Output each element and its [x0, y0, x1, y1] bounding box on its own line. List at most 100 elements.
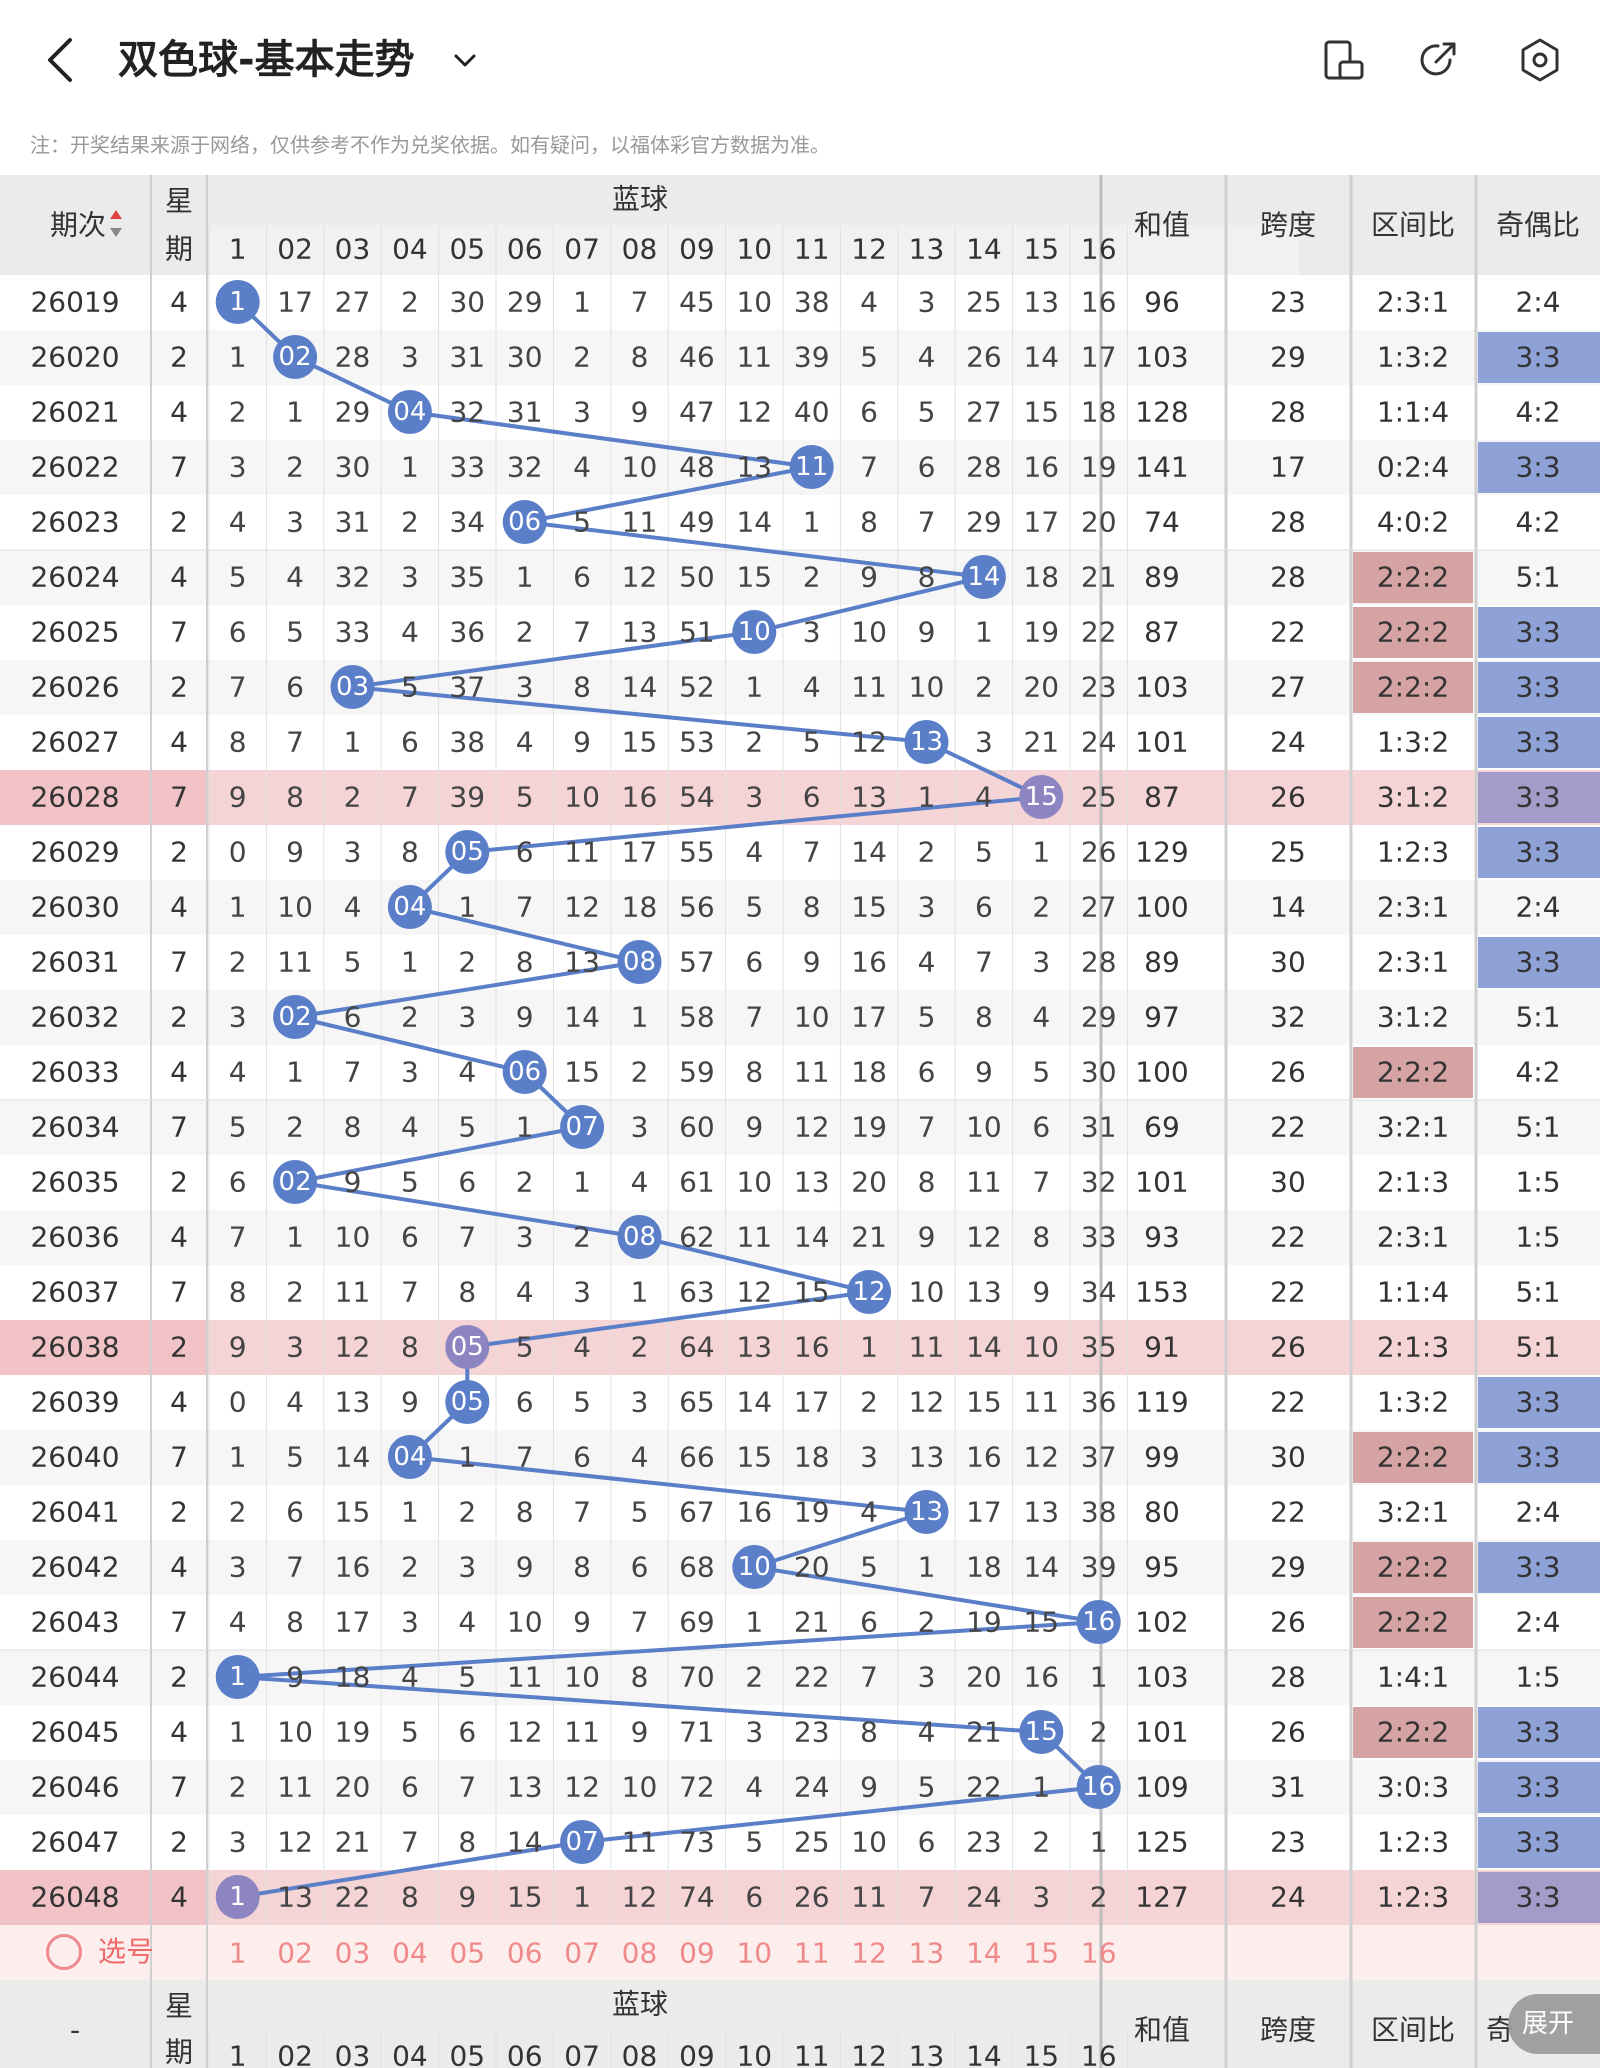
sort-asc-icon[interactable]	[110, 210, 122, 219]
omission-cell: 14	[1023, 1551, 1059, 1584]
omission-cell: 14	[507, 1826, 543, 1859]
omission-cell: 7	[975, 946, 993, 979]
chevron-down-icon[interactable]	[448, 44, 482, 78]
blue-ball-marker	[502, 1050, 547, 1094]
omission-cell: 9	[573, 726, 591, 759]
weekday-cell: 2	[170, 1661, 188, 1694]
pick-number-button[interactable]: 09	[679, 1937, 715, 1970]
pick-number-button[interactable]: 13	[909, 1937, 945, 1970]
blue-ball-marker	[387, 390, 432, 434]
pick-number-button[interactable]: 05	[449, 1937, 485, 1970]
zone-ratio-cell: 2:2:2	[1377, 671, 1449, 704]
omission-cell: 7	[286, 1551, 304, 1584]
omission-cell: 13	[1023, 1496, 1059, 1529]
parity-ratio-cell: 3:3	[1515, 1551, 1560, 1584]
sort-desc-icon[interactable]	[110, 228, 122, 237]
omission-cell: 3	[1032, 946, 1050, 979]
footer-blue-number: 03	[335, 2040, 371, 2068]
omission-cell: 12	[564, 1771, 600, 1804]
parity-ratio-highlight	[1478, 1377, 1600, 1428]
period-cell: 26034	[30, 1111, 119, 1144]
col-header-period[interactable]: 期次	[50, 209, 106, 242]
omission-cell: 2	[229, 946, 247, 979]
omission-cell: 3	[286, 1331, 304, 1364]
pick-number-button[interactable]: 15	[1023, 1937, 1059, 1970]
pick-number-button[interactable]: 06	[507, 1937, 543, 1970]
omission-cell: 15	[507, 1881, 543, 1914]
omission-cell: 5	[573, 1386, 591, 1419]
omission-cell: 11	[851, 1881, 887, 1914]
pick-number-button[interactable]: 02	[277, 1937, 313, 1970]
omission-cell: 3	[975, 726, 993, 759]
share-icon[interactable]	[1414, 36, 1462, 84]
blue-ball-number: 13	[910, 727, 943, 757]
omission-cell: 9	[860, 561, 878, 594]
blue-ball-marker	[215, 280, 260, 324]
omission-cell: 2	[1090, 1716, 1108, 1749]
blue-ball-number: 16	[1082, 1607, 1115, 1637]
omission-cell: 14	[966, 1331, 1002, 1364]
pick-number-button[interactable]: 1	[229, 1937, 247, 1970]
omission-cell: 29	[966, 506, 1002, 539]
span-cell: 22	[1270, 1221, 1306, 1254]
omission-cell: 4	[975, 781, 993, 814]
weekday-cell: 7	[170, 1111, 188, 1144]
omission-cell: 7	[401, 1276, 419, 1309]
period-cell: 26027	[30, 726, 119, 759]
omission-cell: 6	[918, 1056, 936, 1089]
omission-cell: 28	[966, 451, 1002, 484]
weekday-cell: 7	[170, 616, 188, 649]
omission-cell: 5	[745, 1826, 763, 1859]
omission-cell: 6	[745, 1881, 763, 1914]
omission-cell: 3	[573, 396, 591, 429]
span-cell: 26	[1270, 1606, 1306, 1639]
pick-number-button[interactable]: 07	[564, 1937, 600, 1970]
select-number-radio[interactable]	[46, 1934, 82, 1970]
blue-ball-marker	[847, 1270, 892, 1314]
blue-ball-number: 14	[967, 562, 1000, 592]
omission-cell: 15	[564, 1056, 600, 1089]
pick-number-button[interactable]: 08	[622, 1937, 658, 1970]
omission-cell: 5	[975, 836, 993, 869]
omission-cell: 9	[631, 1716, 649, 1749]
omission-cell: 13	[851, 781, 887, 814]
pick-number-button[interactable]: 10	[736, 1937, 772, 1970]
omission-cell: 21	[1081, 561, 1117, 594]
omission-cell: 11	[966, 1166, 1002, 1199]
back-icon[interactable]	[40, 30, 84, 90]
omission-cell: 46	[679, 341, 715, 374]
omission-cell: 6	[1032, 1111, 1050, 1144]
phone-rotate-icon[interactable]	[1320, 36, 1368, 84]
omission-cell: 30	[335, 451, 371, 484]
omission-cell: 8	[975, 1001, 993, 1034]
omission-cell: 2	[745, 726, 763, 759]
weekday-cell: 2	[170, 1001, 188, 1034]
omission-cell: 5	[458, 1661, 476, 1694]
blue-ball-marker	[445, 1325, 490, 1369]
omission-cell: 2	[401, 506, 419, 539]
pick-number-button[interactable]: 12	[851, 1937, 887, 1970]
omission-cell: 18	[1081, 396, 1117, 429]
blue-ball-number: 04	[393, 892, 426, 922]
pick-number-button[interactable]: 03	[335, 1937, 371, 1970]
pick-number-button[interactable]: 11	[794, 1937, 830, 1970]
expand-button[interactable]: 展开	[1508, 1994, 1600, 2054]
sum-cell: 97	[1144, 1001, 1180, 1034]
omission-cell: 7	[573, 616, 591, 649]
omission-cell: 38	[449, 726, 485, 759]
pick-number-button[interactable]: 04	[392, 1937, 428, 1970]
omission-cell: 3	[229, 1551, 247, 1584]
omission-cell: 6	[573, 561, 591, 594]
pick-number-button[interactable]: 14	[966, 1937, 1002, 1970]
omission-cell: 10	[564, 781, 600, 814]
omission-cell: 3	[286, 506, 304, 539]
select-number-label[interactable]: 选号	[98, 1935, 155, 1968]
blue-ball-number: 07	[566, 1827, 599, 1857]
blue-ball-number: 08	[623, 1222, 656, 1252]
period-cell: 26047	[30, 1826, 119, 1859]
omission-cell: 7	[1032, 1166, 1050, 1199]
pick-number-button[interactable]: 16	[1081, 1937, 1117, 1970]
settings-icon[interactable]	[1516, 36, 1564, 84]
page-title[interactable]: 双色球-基本走势	[118, 37, 415, 83]
omission-cell: 22	[335, 1881, 371, 1914]
